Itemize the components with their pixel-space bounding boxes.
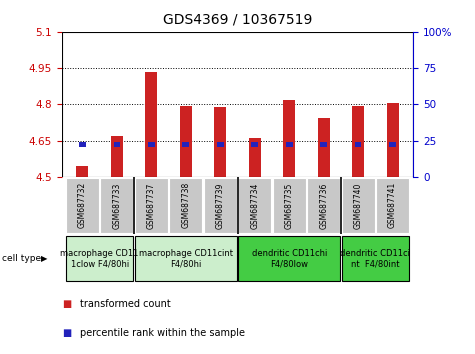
Text: GSM687741: GSM687741: [388, 182, 397, 228]
Bar: [180, 105, 192, 177]
Bar: [145, 72, 157, 177]
Bar: [135, 178, 168, 233]
Text: GSM687735: GSM687735: [285, 182, 294, 229]
Text: GSM687740: GSM687740: [353, 182, 362, 229]
Bar: [66, 236, 133, 281]
Text: GSM687737: GSM687737: [147, 182, 156, 229]
Text: dendritic CD11chi
F4/80low: dendritic CD11chi F4/80low: [251, 249, 327, 268]
Bar: [66, 178, 99, 233]
Bar: [286, 142, 293, 147]
Bar: [238, 178, 271, 233]
Bar: [76, 166, 88, 177]
Bar: [251, 142, 258, 147]
Text: cell type: cell type: [2, 254, 41, 263]
Bar: [387, 103, 399, 177]
Bar: [320, 142, 327, 147]
Bar: [100, 178, 133, 233]
Bar: [249, 138, 261, 177]
Bar: [355, 142, 361, 147]
Bar: [135, 236, 237, 281]
Bar: [148, 142, 155, 147]
Bar: [238, 236, 340, 281]
Text: GSM687734: GSM687734: [250, 182, 259, 229]
Text: ■: ■: [62, 328, 71, 338]
Bar: [217, 142, 224, 147]
Bar: [111, 136, 123, 177]
Bar: [114, 142, 120, 147]
Bar: [342, 178, 375, 233]
Text: GSM687736: GSM687736: [319, 182, 328, 229]
Text: GSM687738: GSM687738: [181, 182, 190, 228]
Bar: [214, 107, 226, 177]
Bar: [182, 142, 189, 147]
Bar: [318, 118, 330, 177]
Text: macrophage CD11cint
F4/80hi: macrophage CD11cint F4/80hi: [139, 249, 233, 268]
Bar: [283, 99, 295, 177]
Bar: [169, 178, 202, 233]
Bar: [204, 178, 237, 233]
Text: GDS4369 / 10367519: GDS4369 / 10367519: [163, 12, 312, 27]
Bar: [342, 236, 409, 281]
Text: ▶: ▶: [41, 254, 48, 263]
Text: transformed count: transformed count: [80, 299, 171, 309]
Bar: [376, 178, 409, 233]
Text: GSM687732: GSM687732: [78, 182, 87, 228]
Text: percentile rank within the sample: percentile rank within the sample: [80, 328, 245, 338]
Text: GSM687739: GSM687739: [216, 182, 225, 229]
Bar: [389, 142, 396, 147]
Bar: [273, 178, 306, 233]
Text: GSM687733: GSM687733: [113, 182, 122, 229]
Bar: [352, 105, 364, 177]
Bar: [307, 178, 340, 233]
Text: macrophage CD11
1clow F4/80hi: macrophage CD11 1clow F4/80hi: [60, 249, 139, 268]
Bar: [79, 142, 86, 147]
Text: ■: ■: [62, 299, 71, 309]
Text: dendritic CD11ci
nt  F4/80int: dendritic CD11ci nt F4/80int: [341, 249, 410, 268]
